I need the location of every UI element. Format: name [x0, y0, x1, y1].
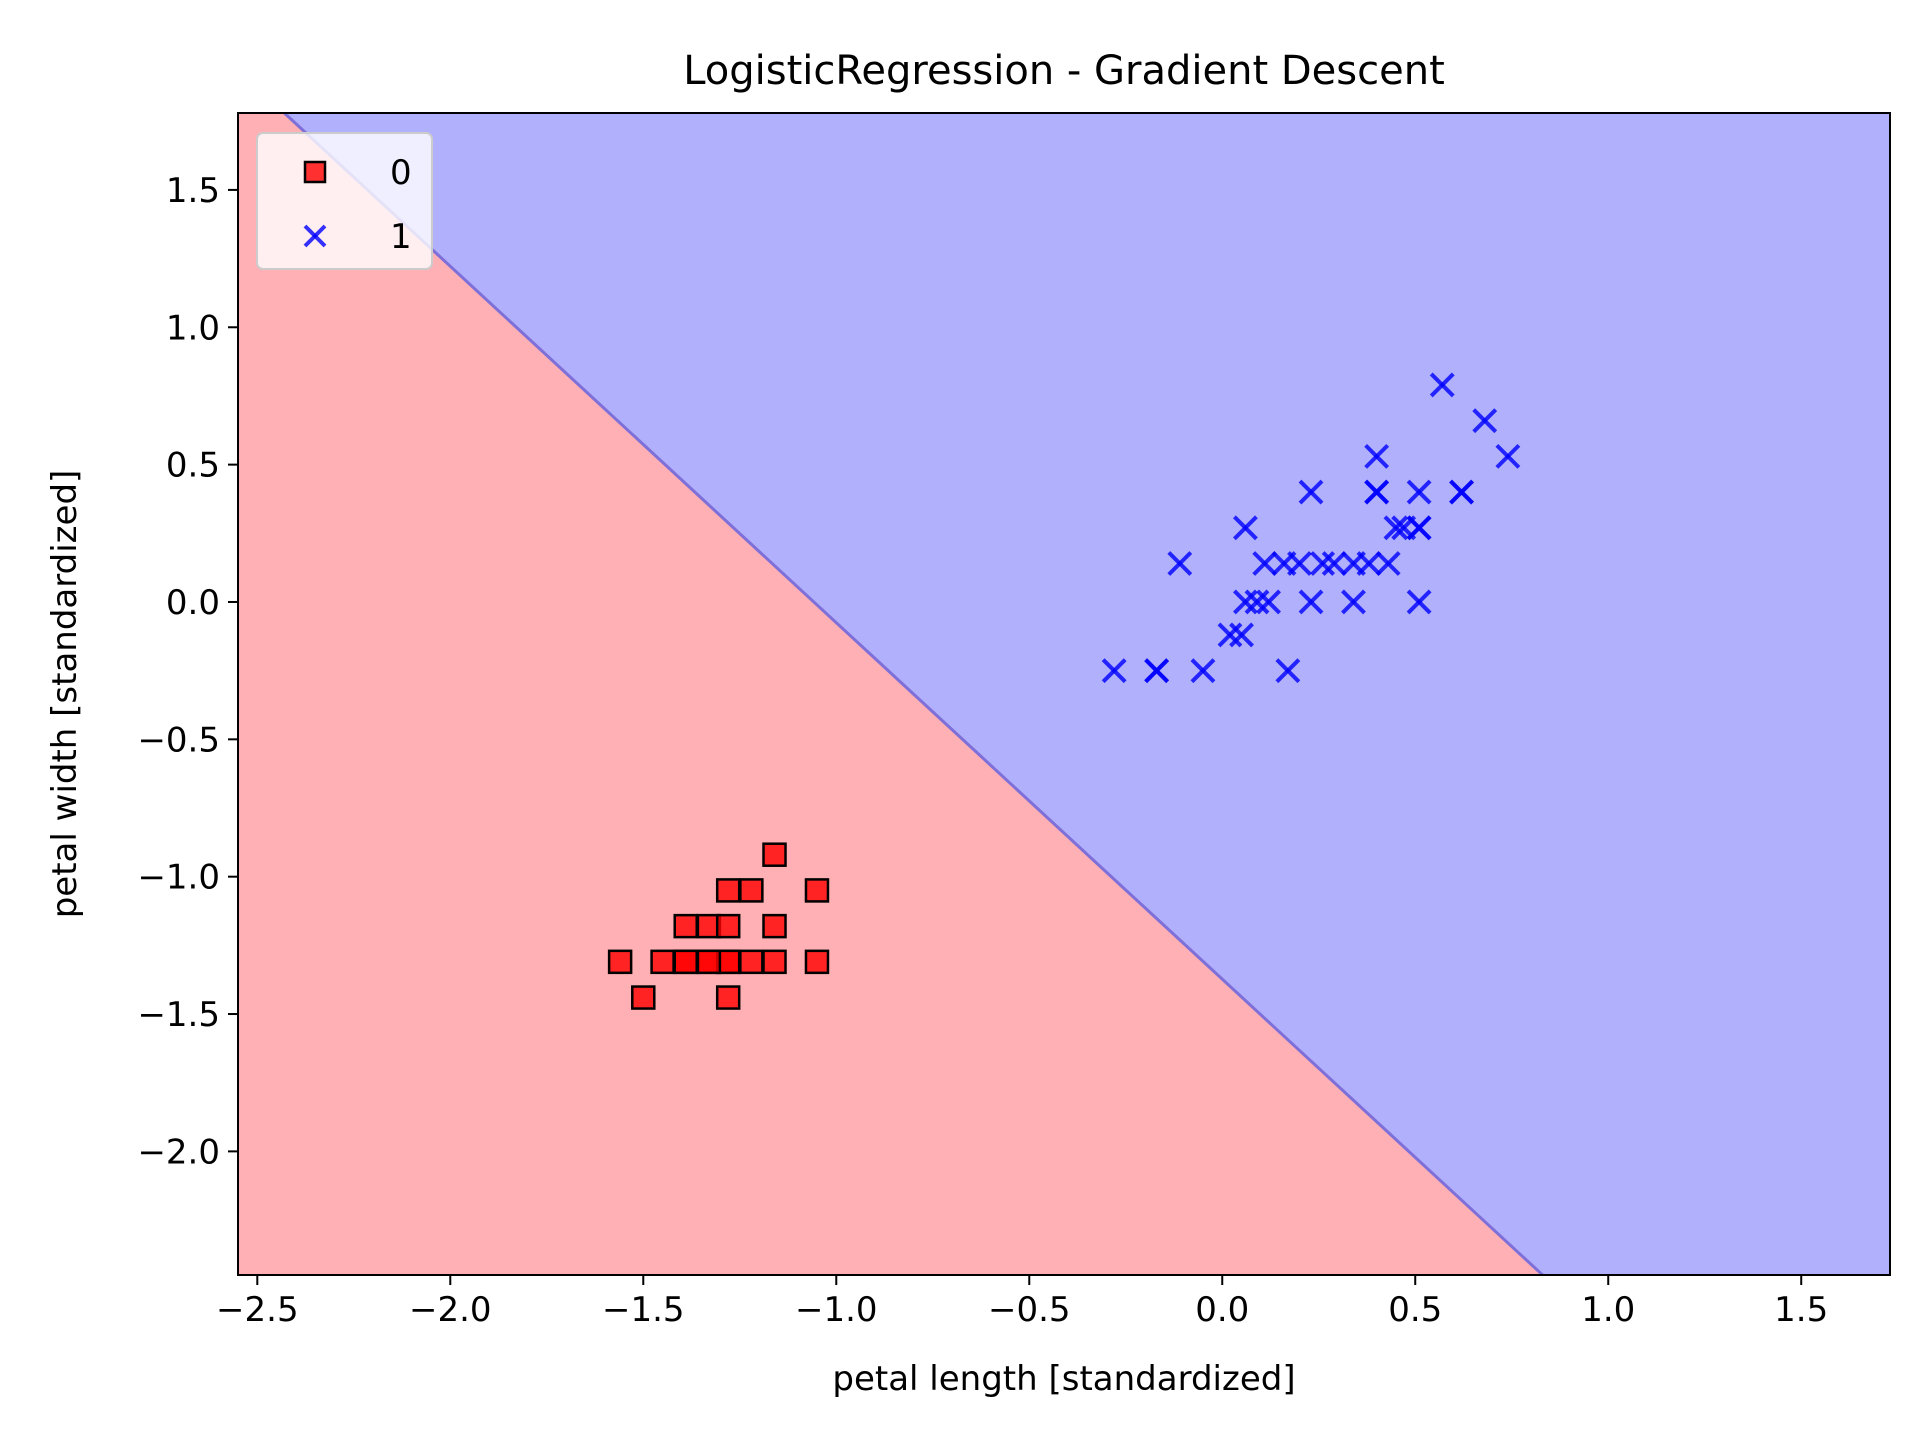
scatter-points — [607, 372, 1521, 1010]
x-axis-label: petal length [standardized] — [832, 1359, 1295, 1399]
class-0-point — [762, 913, 787, 939]
class-1-point — [1406, 479, 1432, 505]
class-0-point — [762, 842, 787, 867]
class-1-point — [1406, 515, 1432, 541]
legend: 0 1 — [256, 132, 433, 270]
class-0-region — [238, 113, 1543, 1275]
class-1-point — [1429, 372, 1455, 398]
class-1-point — [1232, 589, 1258, 615]
x-axis: −2.5 −2.0 −1.5 −1.0 −0.5 0.0 0.5 1.0 1.5 — [216, 1275, 1828, 1330]
class-1-point — [1364, 479, 1390, 505]
class-1-point — [1232, 515, 1258, 541]
decision-regions — [238, 113, 1890, 1275]
class-0-point — [673, 913, 698, 939]
y-tick-label: −1.5 — [137, 995, 220, 1035]
class-1-point — [1406, 589, 1432, 615]
class-0-point — [804, 878, 830, 903]
class-0-point — [739, 878, 764, 903]
class-1-point — [1167, 551, 1193, 576]
legend-label-0: 0 — [390, 153, 412, 193]
class-1-point — [1256, 589, 1281, 615]
class-1-point — [1275, 658, 1301, 684]
y-tick-label: −2.0 — [137, 1132, 220, 1172]
class-0-point — [631, 985, 656, 1010]
class-1-point — [1356, 551, 1382, 576]
x-tick-label: −0.5 — [988, 1290, 1071, 1330]
class-0-point — [673, 949, 698, 975]
y-tick-label: 0.5 — [166, 446, 220, 486]
legend-square-marker-icon — [303, 160, 327, 184]
decision-boundary-line — [283, 113, 1544, 1275]
class-1-point — [1341, 589, 1366, 615]
plot-frame — [237, 112, 1891, 1276]
class-0-point — [715, 878, 741, 903]
class-1-point — [1449, 479, 1474, 505]
y-tick-label: 1.5 — [166, 171, 220, 211]
class-0-point — [696, 949, 722, 975]
class-0-point — [762, 949, 787, 975]
class-1-point — [1310, 551, 1336, 576]
class-1-point — [1375, 551, 1401, 576]
y-tick-label: 1.0 — [166, 308, 220, 348]
x-tick-label: 1.0 — [1581, 1290, 1635, 1330]
class-1-point — [1244, 589, 1270, 615]
y-tick-label: 0.0 — [166, 583, 220, 623]
legend-x-marker-icon — [303, 224, 327, 248]
class-1-point — [1229, 622, 1254, 648]
class-1-point — [1321, 551, 1347, 576]
legend-label-1: 1 — [390, 217, 412, 257]
y-tick-label: −0.5 — [137, 720, 220, 760]
x-tick-label: 1.5 — [1774, 1290, 1828, 1330]
class-1-point — [1217, 622, 1243, 648]
class-1-point — [1101, 658, 1127, 684]
class-0-point — [715, 913, 741, 939]
x-tick-label: −2.0 — [409, 1290, 492, 1330]
class-0-point — [715, 985, 741, 1010]
x-tick-label: 0.0 — [1195, 1290, 1249, 1330]
x-tick-label: −1.0 — [795, 1290, 878, 1330]
class-1-point — [1472, 408, 1498, 434]
class-0-point — [650, 949, 675, 975]
class-1-point — [1190, 658, 1216, 684]
y-axis: 1.5 1.0 0.5 0.0 −0.5 −1.0 −1.5 −2.0 — [137, 171, 238, 1172]
x-tick-label: −1.5 — [602, 1290, 685, 1330]
class-1-point — [1495, 443, 1521, 469]
class-1-point — [1287, 551, 1312, 576]
class-1-point — [1364, 443, 1390, 469]
x-tick-label: −2.5 — [216, 1290, 299, 1330]
y-tick-label: −1.0 — [137, 858, 220, 898]
class-1-point — [1383, 515, 1409, 541]
chart-title: LogisticRegression - Gradient Descent — [683, 48, 1445, 94]
class-0-point — [804, 949, 830, 975]
class-1-point — [1144, 658, 1170, 684]
class-0-point — [739, 949, 764, 975]
legend-box — [256, 132, 433, 270]
class-0-point — [607, 949, 633, 975]
class-1-point — [1298, 589, 1324, 615]
x-tick-label: 0.5 — [1388, 1290, 1442, 1330]
class-1-point — [1298, 479, 1324, 505]
y-axis-label: petal width [standardized] — [45, 470, 85, 919]
class-1-point — [1252, 551, 1278, 576]
